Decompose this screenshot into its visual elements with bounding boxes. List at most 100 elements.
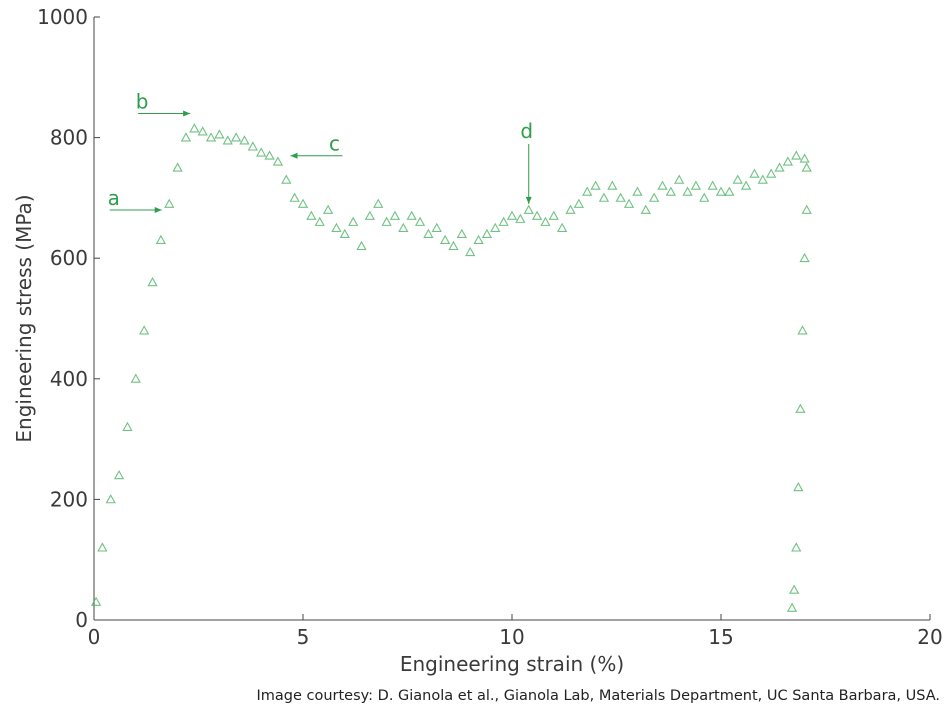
x-tick-label: 5 bbox=[297, 625, 310, 649]
data-point bbox=[598, 192, 610, 202]
data-point bbox=[665, 186, 676, 196]
data-point bbox=[795, 403, 806, 413]
data-point bbox=[481, 228, 493, 238]
data-point bbox=[230, 132, 242, 142]
data-point bbox=[113, 469, 125, 480]
x-tick-label: 10 bbox=[499, 625, 524, 649]
annotation-label: d bbox=[520, 119, 533, 143]
data-point bbox=[256, 147, 267, 157]
y-tick-label: 800 bbox=[50, 126, 88, 150]
data-point bbox=[105, 494, 116, 504]
data-point bbox=[573, 198, 585, 208]
data-point bbox=[797, 325, 808, 335]
data-point bbox=[398, 222, 409, 232]
data-point bbox=[766, 168, 777, 178]
data-point bbox=[782, 156, 794, 166]
x-tick-label: 15 bbox=[708, 625, 733, 649]
annotation-label: b bbox=[136, 89, 149, 113]
data-point bbox=[774, 162, 785, 172]
data-point bbox=[582, 186, 593, 196]
data-point bbox=[122, 421, 133, 431]
y-tick-label: 1000 bbox=[37, 5, 88, 29]
data-point bbox=[799, 153, 810, 163]
data-point bbox=[715, 186, 727, 196]
data-point bbox=[623, 198, 635, 208]
data-point bbox=[222, 135, 233, 145]
image-credit: Image courtesy: D. Gianola et al., Giano… bbox=[256, 688, 940, 704]
x-ticks: 0 5 10 15 20 bbox=[88, 614, 943, 649]
data-point bbox=[272, 156, 284, 166]
y-axis-title: Engineering stress (MPa) bbox=[12, 194, 36, 442]
y-tick-label: 200 bbox=[50, 487, 88, 511]
y-ticks: 0 200 400 600 800 1000 bbox=[37, 5, 100, 632]
data-point bbox=[515, 213, 526, 223]
annotations: a b c d bbox=[108, 89, 533, 213]
data-point bbox=[414, 216, 426, 226]
data-point bbox=[724, 186, 735, 196]
data-point bbox=[557, 222, 568, 232]
data-point bbox=[97, 542, 108, 552]
annotation-label: a bbox=[108, 186, 120, 210]
x-tick-label: 0 bbox=[88, 625, 101, 649]
data-point bbox=[465, 246, 476, 257]
y-tick-label: 600 bbox=[50, 246, 88, 270]
data-point bbox=[548, 210, 559, 220]
data-point bbox=[155, 234, 167, 245]
data-point bbox=[314, 216, 325, 226]
data-point bbox=[632, 186, 643, 196]
data-point bbox=[674, 174, 685, 184]
data-point bbox=[523, 204, 534, 214]
data-point bbox=[364, 210, 376, 220]
data-point bbox=[801, 162, 812, 172]
data-point bbox=[531, 210, 543, 220]
x-tick-label: 20 bbox=[917, 625, 942, 649]
annotation-arrowhead bbox=[183, 110, 191, 117]
annotation-arrowhead bbox=[525, 196, 532, 204]
data-point bbox=[791, 150, 802, 160]
data-point bbox=[506, 210, 518, 220]
data-point bbox=[786, 602, 798, 612]
annotation-arrowhead bbox=[154, 206, 162, 213]
data-point bbox=[348, 216, 359, 226]
annotation-arrowhead bbox=[290, 152, 298, 159]
data-point bbox=[490, 222, 501, 232]
data-point bbox=[90, 596, 102, 606]
data-point bbox=[690, 180, 702, 190]
data-point bbox=[306, 210, 317, 220]
data-point bbox=[431, 222, 442, 232]
data-point bbox=[214, 129, 225, 139]
data-point bbox=[799, 252, 810, 263]
data-point bbox=[322, 204, 334, 214]
data-series bbox=[90, 123, 812, 612]
data-point bbox=[264, 150, 275, 160]
data-point bbox=[682, 186, 693, 196]
data-point bbox=[180, 132, 192, 142]
data-point bbox=[147, 276, 158, 287]
data-point bbox=[339, 228, 350, 238]
data-point bbox=[456, 228, 467, 238]
data-point bbox=[205, 132, 217, 142]
data-point bbox=[172, 162, 183, 172]
data-point bbox=[164, 198, 175, 208]
annotation-d: d bbox=[520, 119, 533, 204]
data-point bbox=[239, 135, 250, 145]
data-point bbox=[189, 123, 200, 133]
data-point bbox=[439, 234, 451, 245]
data-point bbox=[648, 192, 660, 202]
data-point bbox=[757, 174, 768, 184]
data-point bbox=[289, 192, 300, 202]
data-point bbox=[640, 204, 651, 214]
data-point bbox=[565, 204, 576, 214]
data-point bbox=[423, 228, 434, 238]
data-point bbox=[801, 204, 812, 214]
data-point bbox=[540, 216, 551, 226]
data-point bbox=[406, 210, 417, 220]
data-point bbox=[281, 174, 292, 184]
data-point bbox=[615, 192, 626, 202]
data-point bbox=[139, 325, 150, 335]
data-point bbox=[297, 198, 309, 208]
data-point bbox=[590, 180, 601, 190]
data-point bbox=[473, 234, 484, 245]
data-point bbox=[657, 180, 668, 190]
